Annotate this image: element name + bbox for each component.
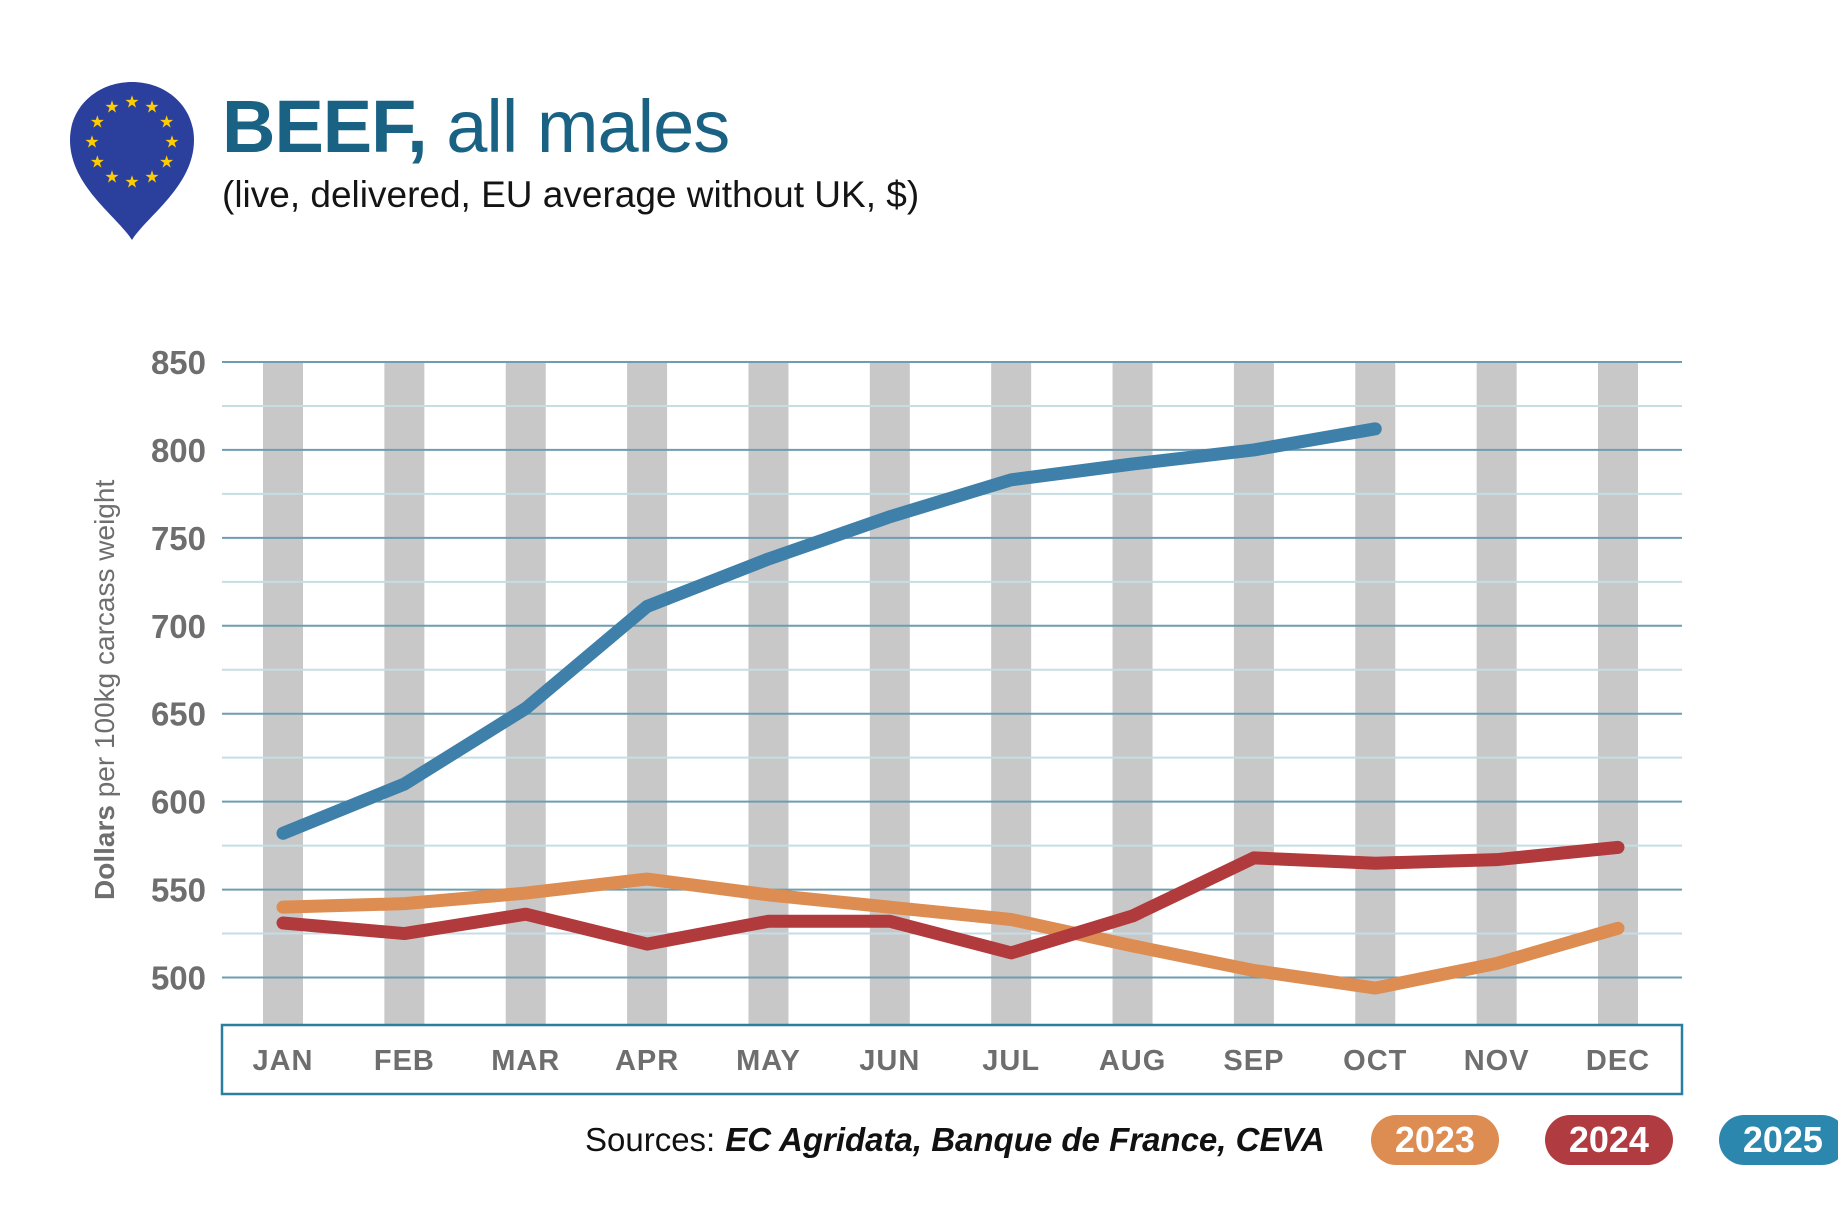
- y-tick-label-650: 650: [151, 696, 206, 733]
- month-band-apr: [627, 362, 668, 1025]
- month-band-may: [748, 362, 789, 1025]
- eu-star-icon: ★: [84, 132, 100, 152]
- eu-star-icon: ★: [159, 152, 175, 172]
- eu-star-icon: ★: [159, 112, 175, 132]
- y-tick-label-750: 750: [151, 520, 206, 557]
- sources-value: EC Agridata, Banque de France, CEVA: [725, 1121, 1325, 1158]
- y-tick-label-500: 500: [151, 960, 206, 997]
- eu-star-icon: ★: [164, 132, 180, 152]
- x-tick-label-jul: JUL: [982, 1045, 1040, 1077]
- eu-star-icon: ★: [144, 167, 160, 187]
- page-title-product: BEEF,: [222, 85, 428, 168]
- eu-star-icon: ★: [104, 167, 120, 187]
- month-axis-box: [220, 1023, 1684, 1096]
- sources-label: Sources:: [585, 1121, 716, 1158]
- x-tick-label-jan: JAN: [252, 1045, 313, 1077]
- legend-pill-2023: 2023: [1370, 1115, 1499, 1165]
- y-tick-label-700: 700: [151, 608, 206, 645]
- month-band-nov: [1476, 362, 1517, 1025]
- x-tick-label-dec: DEC: [1586, 1045, 1650, 1077]
- series-line-2023: [276, 872, 1625, 995]
- eu-star-icon: ★: [144, 97, 160, 117]
- x-tick-label-jun: JUN: [859, 1045, 920, 1077]
- title-block: BEEF, all males (live, delivered, EU ave…: [222, 88, 919, 216]
- x-tick-label-sep: SEP: [1223, 1045, 1284, 1077]
- eu-star-icon: ★: [124, 172, 140, 192]
- x-tick-label-nov: NOV: [1464, 1045, 1530, 1077]
- month-band-feb: [384, 362, 425, 1025]
- x-tick-label-mar: MAR: [491, 1045, 560, 1077]
- legend-pill-2024: 2024: [1544, 1115, 1673, 1165]
- eu-pin-shape: [70, 82, 194, 240]
- eu-star-icon: ★: [89, 112, 105, 132]
- eu-star-icon: ★: [124, 92, 140, 112]
- y-tick-label-800: 800: [151, 432, 206, 469]
- y-tick-label-600: 600: [151, 784, 206, 821]
- eu-star-icon: ★: [104, 97, 120, 117]
- page-title: BEEF, all males: [222, 88, 919, 166]
- month-band-jan: [263, 362, 303, 1025]
- month-band-dec: [1598, 362, 1639, 1025]
- page-title-category: all males: [426, 85, 730, 168]
- y-tick-label-550: 550: [151, 872, 206, 909]
- x-tick-label-may: MAY: [736, 1045, 801, 1077]
- sources-row: Sources: EC Agridata, Banque de France, …: [585, 1114, 1838, 1166]
- x-tick-label-apr: APR: [615, 1045, 679, 1077]
- month-band-sep: [1233, 362, 1274, 1025]
- legend-pill-2025: 2025: [1718, 1115, 1838, 1165]
- month-band-oct: [1355, 362, 1396, 1025]
- x-tick-label-feb: FEB: [374, 1045, 435, 1077]
- eu-star-icon: ★: [89, 152, 105, 172]
- series-line-2025: [276, 422, 1382, 840]
- series-line-2024: [276, 840, 1625, 960]
- x-tick-label-oct: OCT: [1343, 1045, 1407, 1077]
- x-tick-label-aug: AUG: [1099, 1045, 1166, 1077]
- page-subtitle: (live, delivered, EU average without UK,…: [222, 173, 920, 215]
- y-tick-label-850: 850: [151, 344, 206, 381]
- eu-location-pin-icon: ★ ★ ★ ★ ★ ★ ★ ★ ★ ★ ★ ★: [62, 80, 202, 242]
- legend: 2023 2024 2025: [1370, 1115, 1838, 1165]
